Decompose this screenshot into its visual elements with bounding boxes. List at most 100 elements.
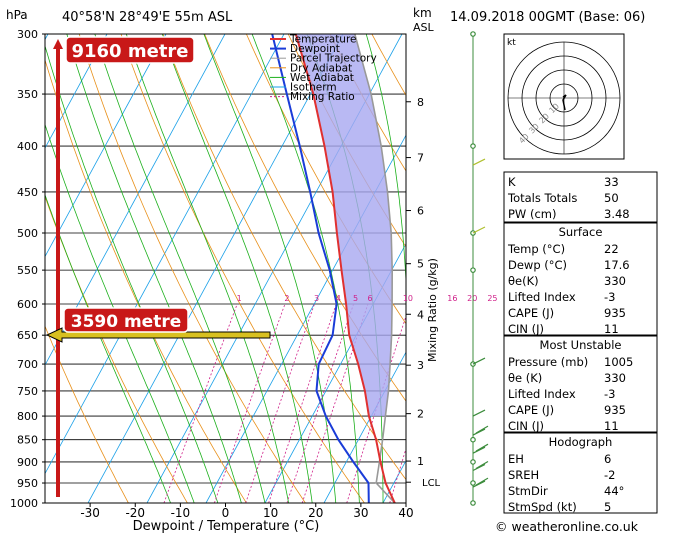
table-row-value: -2 — [604, 468, 615, 482]
table-row-value: 11 — [604, 322, 619, 336]
table-row-label: CIN (J) — [508, 322, 544, 336]
table-row-value: 33 — [604, 175, 619, 189]
wet-adiabat-line — [126, 34, 288, 503]
temperature-tick-label: 0 — [222, 506, 230, 520]
table-row-label: K — [508, 175, 516, 189]
table-row-label: Lifted Index — [508, 290, 576, 304]
pressure-tick-label: 950 — [17, 477, 38, 490]
height-tick-label: LCL — [422, 478, 441, 489]
table-row-label: CAPE (J) — [508, 306, 554, 320]
height-unit-label: km — [413, 6, 432, 20]
table-row-value: 11 — [604, 419, 619, 433]
table-row-label: Dewp (°C) — [508, 258, 567, 272]
height-tick-label: 5 — [417, 258, 424, 271]
wind-barb — [473, 227, 485, 233]
datetime-label: 14.09.2018 00GMT (Base: 06) — [450, 10, 645, 25]
table-row-value: 935 — [604, 306, 626, 320]
legend-entry: Mixing Ratio — [290, 91, 355, 103]
height-tick-label: 3 — [417, 359, 424, 372]
temperature-tick-label: 40 — [398, 506, 413, 520]
table-row-label: θe(K) — [508, 274, 539, 288]
wind-barb — [476, 462, 488, 469]
height-tick-label: 6 — [417, 205, 424, 218]
height-tick-label: 2 — [417, 408, 424, 421]
isotherm-line — [88, 34, 343, 503]
pressure-tick-label: 700 — [17, 358, 38, 371]
table-row-label: CAPE (J) — [508, 403, 554, 417]
table-row-label: StmDir — [508, 484, 548, 498]
height-tick-label: 7 — [417, 152, 424, 165]
temperature-tick-label: 30 — [353, 506, 368, 520]
mixing-ratio-tick-label: 5 — [353, 294, 358, 303]
mixing-ratio-axis-title: Mixing Ratio (g/kg) — [426, 258, 439, 362]
wind-level-marker — [471, 437, 475, 441]
mixing-ratio-tick-label: 16 — [447, 294, 457, 303]
table-row-label: Lifted Index — [508, 387, 576, 401]
pressure-tick-label: 600 — [17, 298, 38, 311]
temperature-tick-label: 10 — [263, 506, 278, 520]
mixing-ratio-line — [411, 304, 470, 503]
table-row-value: 17.6 — [604, 258, 630, 272]
mixing-ratio-tick-label: 1 — [237, 294, 242, 303]
dry-adiabat-line — [246, 34, 541, 503]
temperature-tick-label: -30 — [80, 506, 100, 520]
annotation-mid: 3590 metre — [47, 308, 270, 342]
pressure-tick-label: 450 — [17, 186, 38, 199]
wind-barb — [476, 426, 488, 433]
mixing-ratio-tick-label: 10 — [403, 294, 413, 303]
table-row-label: EH — [508, 452, 524, 466]
wind-level-marker — [471, 144, 475, 148]
temperature-tick-label: -20 — [125, 506, 145, 520]
wind-barb — [473, 159, 485, 165]
table-row-label: θe (K) — [508, 371, 542, 385]
table-row-value: 50 — [604, 191, 619, 205]
table-row-label: CIN (J) — [508, 419, 544, 433]
wind-barb — [473, 465, 485, 471]
table-row-value: 5 — [604, 500, 611, 514]
mid-height-label: 3590 metre — [71, 312, 182, 332]
pressure-tick-label: 550 — [17, 264, 38, 277]
pressure-tick-label: 900 — [17, 456, 38, 469]
table-title: Surface — [559, 225, 603, 239]
pressure-tick-label: 300 — [17, 28, 38, 41]
height-tick-label: 8 — [417, 96, 424, 109]
wind-barb — [473, 410, 485, 416]
pressure-tick-label: 400 — [17, 140, 38, 153]
mixing-ratio-tick-label: 3 — [314, 294, 319, 303]
pressure-tick-label: 800 — [17, 410, 38, 423]
annotation-top: 9160 metre — [58, 37, 194, 497]
wind-level-marker — [471, 501, 475, 505]
hodograph-unit-label: kt — [507, 38, 516, 48]
table-row-label: SREH — [508, 468, 539, 482]
table-row-label: Pressure (mb) — [508, 355, 588, 369]
table-row-label: StmSpd (kt) — [508, 500, 577, 514]
wind-barb — [473, 358, 485, 364]
temperature-tick-label: -10 — [171, 506, 191, 520]
wind-barb — [473, 447, 485, 453]
table-title: Most Unstable — [540, 338, 622, 352]
pressure-tick-label: 500 — [17, 227, 38, 240]
mixing-ratio-tick-label: 6 — [367, 294, 372, 303]
height-unit-asl-label: ASL — [413, 21, 435, 34]
wind-barb — [476, 444, 488, 451]
mixing-ratio-tick-label: 20 — [467, 294, 477, 303]
table-title: Hodograph — [549, 435, 613, 449]
table-row-value: 1005 — [604, 355, 633, 369]
x-axis-title: Dewpoint / Temperature (°C) — [133, 519, 320, 534]
wind-level-marker — [471, 460, 475, 464]
mixing-ratio-tick-label: 25 — [487, 294, 497, 303]
top-height-label: 9160 metre — [71, 41, 188, 62]
pressure-tick-label: 1000 — [10, 497, 38, 510]
table-row-value: -3 — [604, 290, 615, 304]
pressure-tick-label: 850 — [17, 434, 38, 447]
wind-level-marker — [471, 268, 475, 272]
mixing-ratio-tick-label: 2 — [284, 294, 289, 303]
height-tick-label: 1 — [417, 455, 424, 468]
height-tick-label: 4 — [417, 308, 424, 321]
pressure-tick-label: 350 — [17, 88, 38, 101]
pressure-unit-label: hPa — [6, 8, 28, 22]
